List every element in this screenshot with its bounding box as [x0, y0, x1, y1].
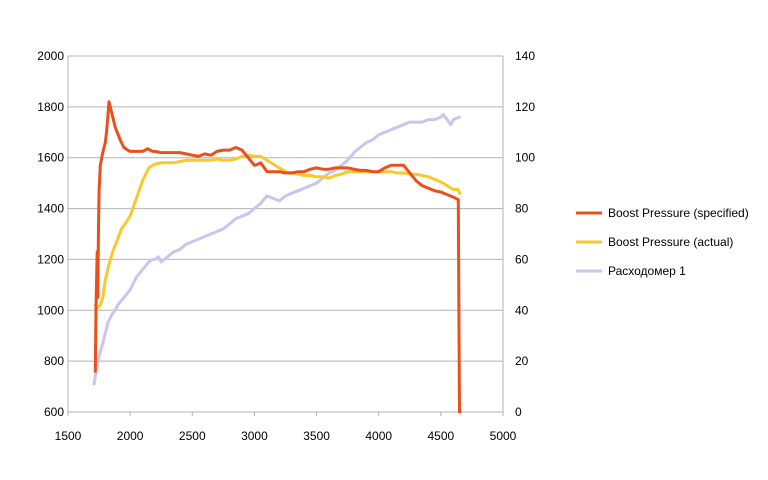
x-tick-label: 4000: [365, 429, 392, 443]
y-left-tick-label: 1800: [37, 100, 64, 114]
y-right-tick-label: 100: [515, 151, 535, 165]
y-right-tick-label: 40: [515, 303, 529, 317]
gridlines: [68, 55, 503, 413]
y-right-tick-label: 120: [515, 100, 535, 114]
series-line-3: [92, 113, 461, 386]
x-tick-label: 2000: [117, 429, 144, 443]
y-right-tick-label: 60: [515, 252, 529, 266]
y-axis-left-ticks: 600 800 1000 1200 1400 1600 1800 2000: [37, 49, 64, 419]
y-right-tick-label: 20: [515, 354, 529, 368]
y-left-tick-label: 600: [44, 405, 64, 419]
series-line-1: [93, 100, 462, 414]
y-left-tick-label: 800: [44, 354, 64, 368]
series-lines: [92, 100, 462, 414]
y-right-tick-label: 0: [515, 405, 522, 419]
x-tick-label: 3000: [241, 429, 268, 443]
legend-label: Boost Pressure (specified): [608, 206, 749, 220]
x-tick-label: 4500: [428, 429, 455, 443]
y-left-tick-label: 1000: [37, 303, 64, 317]
legend-label: Расходомер 1: [608, 264, 686, 278]
legend-label: Boost Pressure (actual): [608, 235, 733, 249]
y-right-tick-label: 140: [515, 49, 535, 63]
y-left-tick-label: 1400: [37, 202, 64, 216]
axes: [67, 56, 504, 416]
y-axis-right-ticks: 0 20 40 60 80 100 120 140: [515, 49, 535, 419]
series-line-2: [93, 153, 461, 310]
x-tick-label: 2500: [179, 429, 206, 443]
x-tick-label: 3500: [303, 429, 330, 443]
x-tick-label: 5000: [490, 429, 517, 443]
y-left-tick-label: 1600: [37, 151, 64, 165]
legend: Boost Pressure (specified) Boost Pressure…: [576, 206, 749, 278]
x-axis-ticks: 1500 2000 2500 3000 3500 4000 4500 5000: [55, 429, 517, 443]
x-tick-label: 1500: [55, 429, 82, 443]
y-right-tick-label: 80: [515, 202, 529, 216]
y-left-tick-label: 1200: [37, 252, 64, 266]
y-left-tick-label: 2000: [37, 49, 64, 63]
